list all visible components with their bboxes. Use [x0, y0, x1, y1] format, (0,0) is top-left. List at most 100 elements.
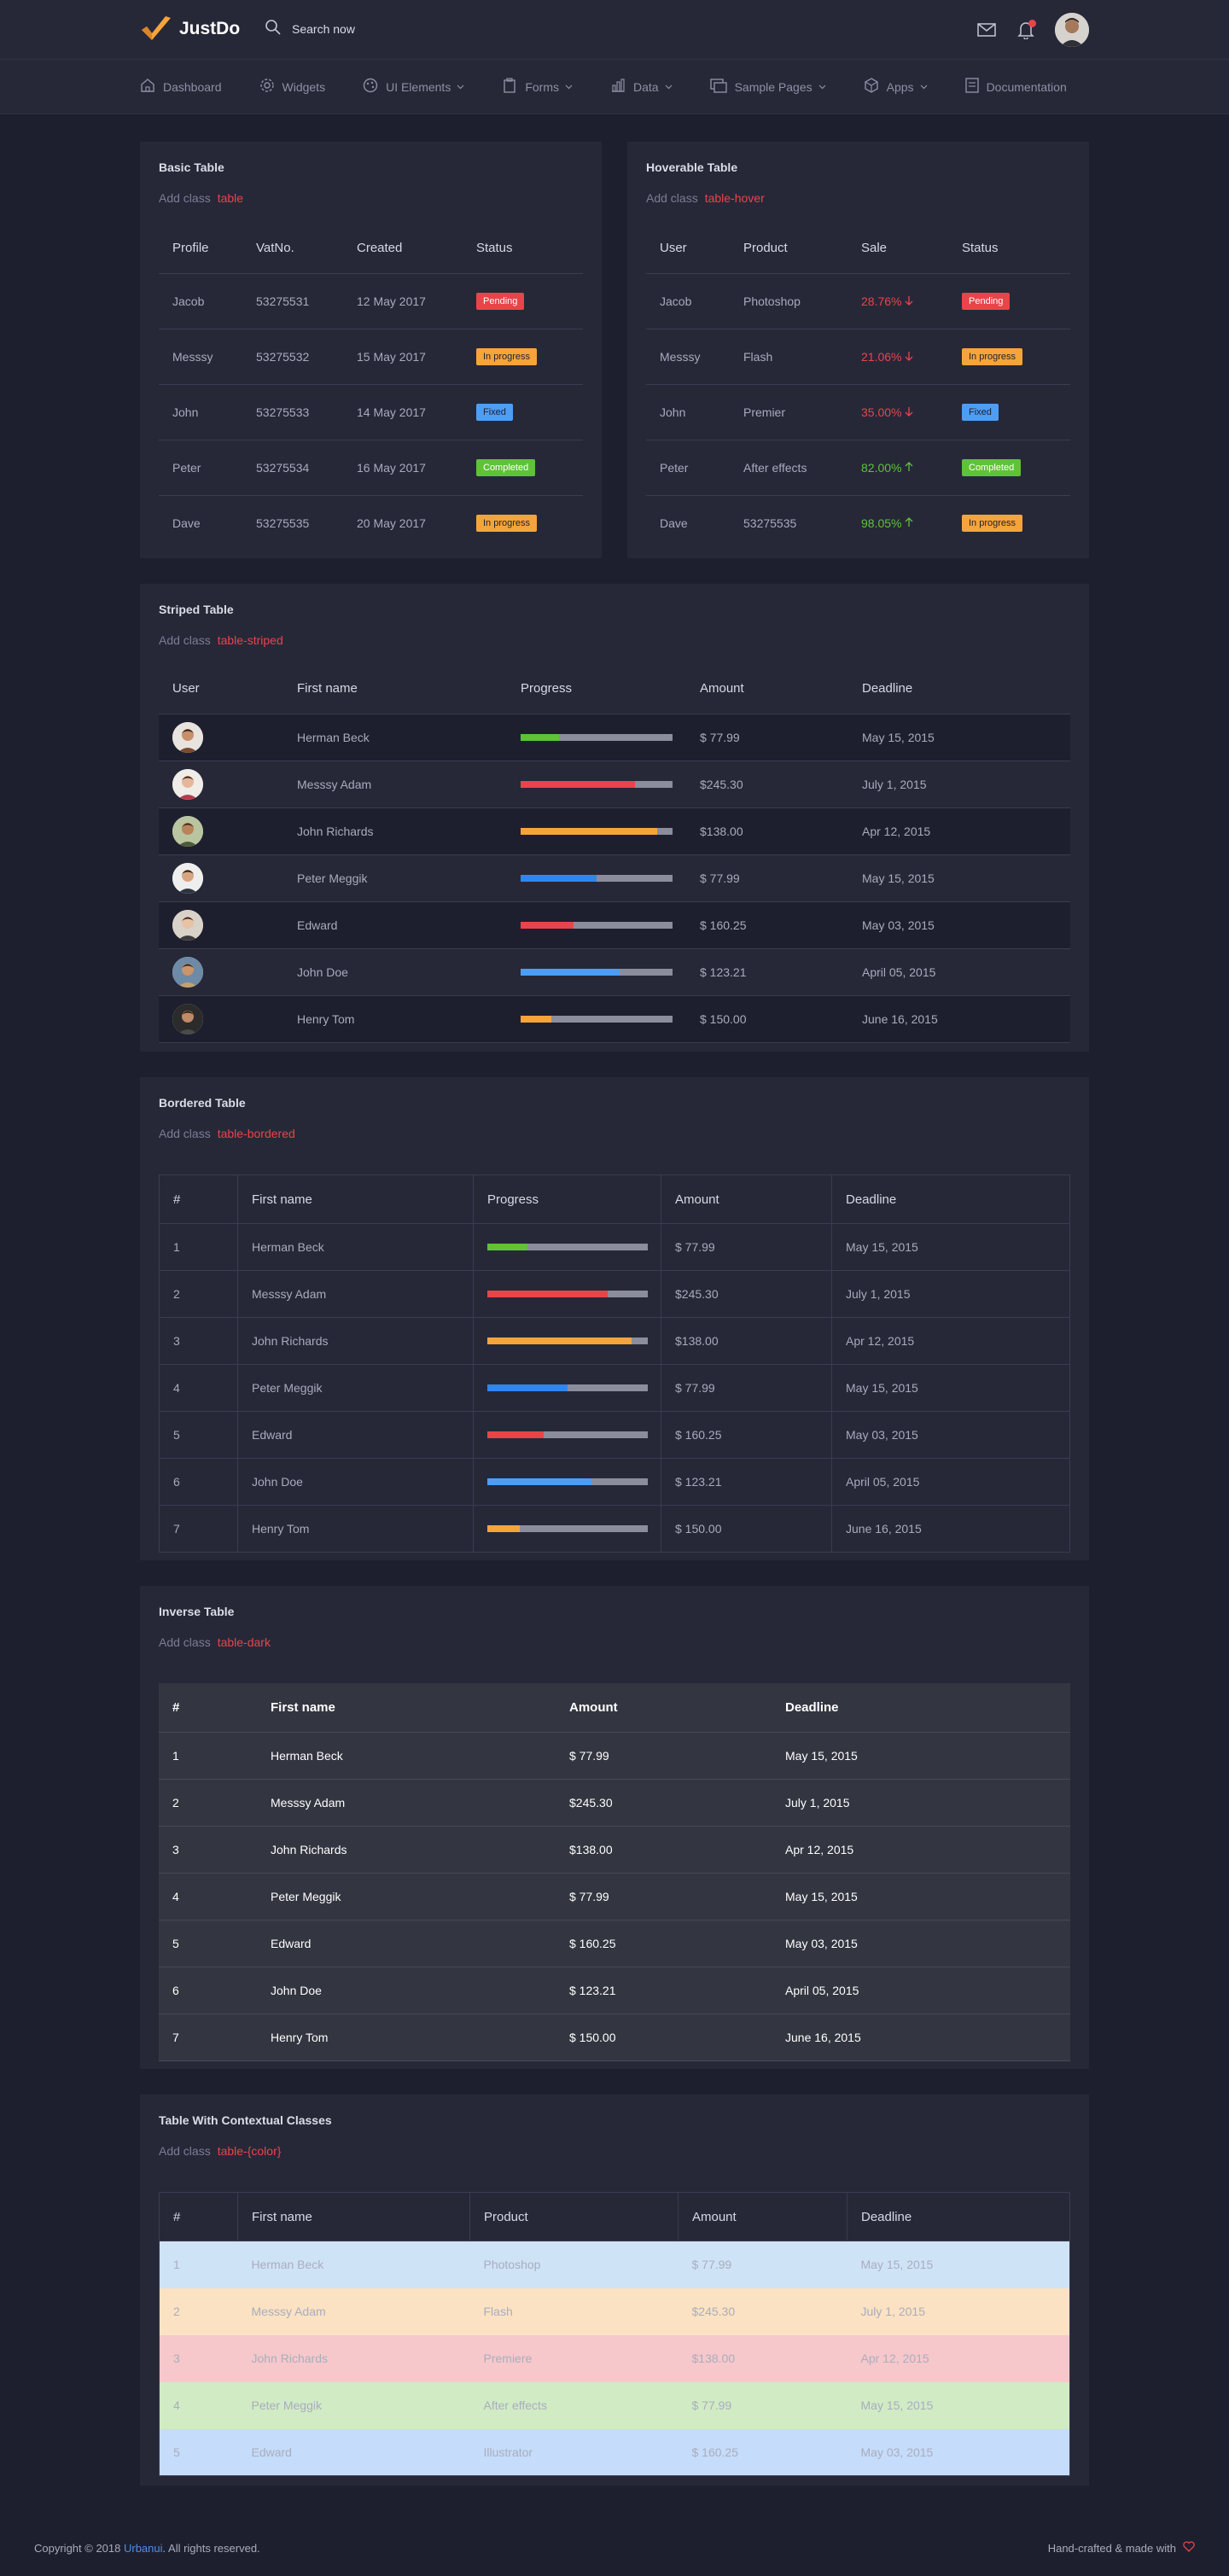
company-link[interactable]: Urbanui — [123, 2541, 163, 2555]
bordered-table: # First name Progress Amount Deadline 1 Herma… — [159, 1174, 1070, 1553]
user-cell — [159, 807, 283, 855]
amount-cell: $ 150.00 — [661, 1505, 832, 1553]
status-badge: Fixed — [476, 403, 513, 421]
nav-item-ui-elements[interactable]: UI Elements — [363, 78, 464, 96]
deadline-cell: May 15, 2015 — [831, 1223, 1070, 1271]
class-code: table — [217, 191, 244, 205]
progress-bar — [487, 1431, 648, 1438]
amount-cell: $ 123.21 — [686, 948, 848, 996]
first-name-cell: Peter Meggik — [237, 1364, 474, 1412]
progress-cell — [473, 1458, 661, 1506]
product-cell: Premier — [730, 384, 847, 440]
table-row: 4 Peter Meggik After effects $ 77.99 May 15,… — [159, 2381, 1070, 2429]
avatar — [172, 956, 203, 988]
chart-icon — [610, 78, 626, 96]
nav-item-apps[interactable]: Apps — [864, 78, 928, 96]
status-badge: Fixed — [962, 403, 999, 421]
status-badge: Pending — [962, 292, 1011, 310]
card-description: Add class table-bordered — [159, 1127, 295, 1140]
created-cell: 14 May 2017 — [343, 384, 463, 440]
number-cell: 4 — [159, 1873, 257, 1920]
first-name-cell: John Richards — [283, 807, 507, 855]
deadline-cell: May 15, 2015 — [772, 1873, 1070, 1920]
table-row: Dave 53275535 20 May 2017 In progress — [159, 495, 583, 551]
nav-item-label: UI Elements — [386, 79, 451, 94]
progress-fill — [487, 1478, 592, 1485]
bell-icon[interactable] — [1016, 20, 1036, 40]
sale-cell: 21.06% — [847, 329, 948, 385]
deadline-cell: May 15, 2015 — [772, 1732, 1070, 1780]
deadline-cell: June 16, 2015 — [772, 2014, 1070, 2061]
amount-cell: $ 77.99 — [686, 714, 848, 761]
table-row[interactable]: Messsy Flash 21.06% In progress — [646, 329, 1070, 385]
deadline-cell: Apr 12, 2015 — [860, 2352, 929, 2365]
deadline-cell: May 03, 2015 — [831, 1411, 1070, 1459]
product-cell: Premiere — [483, 2352, 533, 2365]
number-cell: 2 — [159, 1779, 257, 1827]
table-row[interactable]: Dave 53275535 98.05% In progress — [646, 495, 1070, 551]
product-cell: Photoshop — [730, 273, 847, 329]
deadline-cell: May 03, 2015 — [860, 2445, 934, 2459]
table-row: Messsy 53275532 15 May 2017 In progress — [159, 329, 583, 385]
deadline-cell: May 15, 2015 — [848, 854, 1070, 902]
table-row[interactable]: Peter After effects 82.00% Completed — [646, 440, 1070, 496]
nav-item-sample-pages[interactable]: Sample Pages — [709, 78, 826, 96]
progress-cell — [473, 1505, 661, 1553]
status-badge: In progress — [962, 514, 1023, 532]
class-code: table-dark — [217, 1635, 271, 1649]
mail-icon[interactable] — [976, 20, 997, 40]
progress-fill — [487, 1291, 608, 1297]
nav-item-label: Forms — [525, 79, 559, 94]
nav-item-data[interactable]: Data — [610, 78, 673, 96]
status-cell: Completed — [463, 440, 583, 496]
progress-fill — [487, 1338, 632, 1344]
nav-item-label: Dashboard — [163, 79, 222, 94]
progress-cell — [507, 807, 686, 855]
status-cell: In progress — [463, 495, 583, 551]
column-header-status: Status — [463, 224, 583, 274]
nav-item-widgets[interactable]: Widgets — [259, 78, 325, 96]
table-row[interactable]: Jacob Photoshop 28.76% Pending — [646, 273, 1070, 329]
deadline-cell: May 03, 2015 — [772, 1920, 1070, 1967]
table-row[interactable]: John Premier 35.00% Fixed — [646, 384, 1070, 440]
progress-fill — [487, 1431, 544, 1438]
amount-cell: $138.00 — [556, 1826, 772, 1874]
vat-cell: 53275533 — [242, 384, 343, 440]
progress-fill — [521, 733, 559, 741]
progress-cell — [507, 761, 686, 808]
nav-item-forms[interactable]: Forms — [502, 78, 573, 96]
profile-avatar[interactable] — [1055, 13, 1089, 47]
table-row: Henry Tom $ 150.00 June 16, 2015 — [159, 995, 1070, 1043]
product-cell: Flash — [483, 2305, 513, 2318]
arrow-up-icon — [905, 461, 913, 475]
nav-item-dashboard[interactable]: Dashboard — [140, 78, 222, 96]
progress-bar — [521, 1015, 673, 1023]
card-title: Basic Table — [159, 160, 224, 174]
table-row: Edward $ 160.25 May 03, 2015 — [159, 901, 1070, 949]
nav-item-documentation[interactable]: Documentation — [964, 78, 1067, 96]
table-row: 6 John Doe $ 123.21 April 05, 2015 — [159, 1458, 1070, 1506]
number-cell: 6 — [159, 1967, 257, 2014]
avatar — [172, 768, 203, 800]
striped-table: User First name Progress Amount Deadline Her… — [159, 664, 1070, 1043]
column-header-progress: Progress — [473, 1174, 661, 1224]
box-icon — [864, 78, 879, 96]
number-cell: 3 — [159, 1826, 257, 1874]
column-header-product: Product — [469, 2192, 679, 2241]
search-input[interactable] — [292, 21, 463, 36]
search-icon[interactable] — [265, 19, 282, 38]
user-cell: Jacob — [646, 273, 730, 329]
brand-logo[interactable]: JustDo — [140, 15, 240, 44]
search-bar — [265, 19, 463, 38]
user-cell — [159, 714, 283, 761]
column-header-deadline: Deadline — [772, 1683, 1070, 1733]
first-name-cell: John Doe — [237, 1458, 474, 1506]
status-cell: Pending — [948, 273, 1070, 329]
basic-table: Profile VatNo. Created Status Jacob 53275531… — [159, 224, 583, 551]
progress-bar — [521, 780, 673, 788]
arrow-down-icon — [905, 294, 913, 308]
column-header-status: Status — [948, 224, 1070, 274]
progress-bar — [487, 1525, 648, 1532]
palette-icon — [363, 78, 378, 96]
status-cell: Fixed — [463, 384, 583, 440]
